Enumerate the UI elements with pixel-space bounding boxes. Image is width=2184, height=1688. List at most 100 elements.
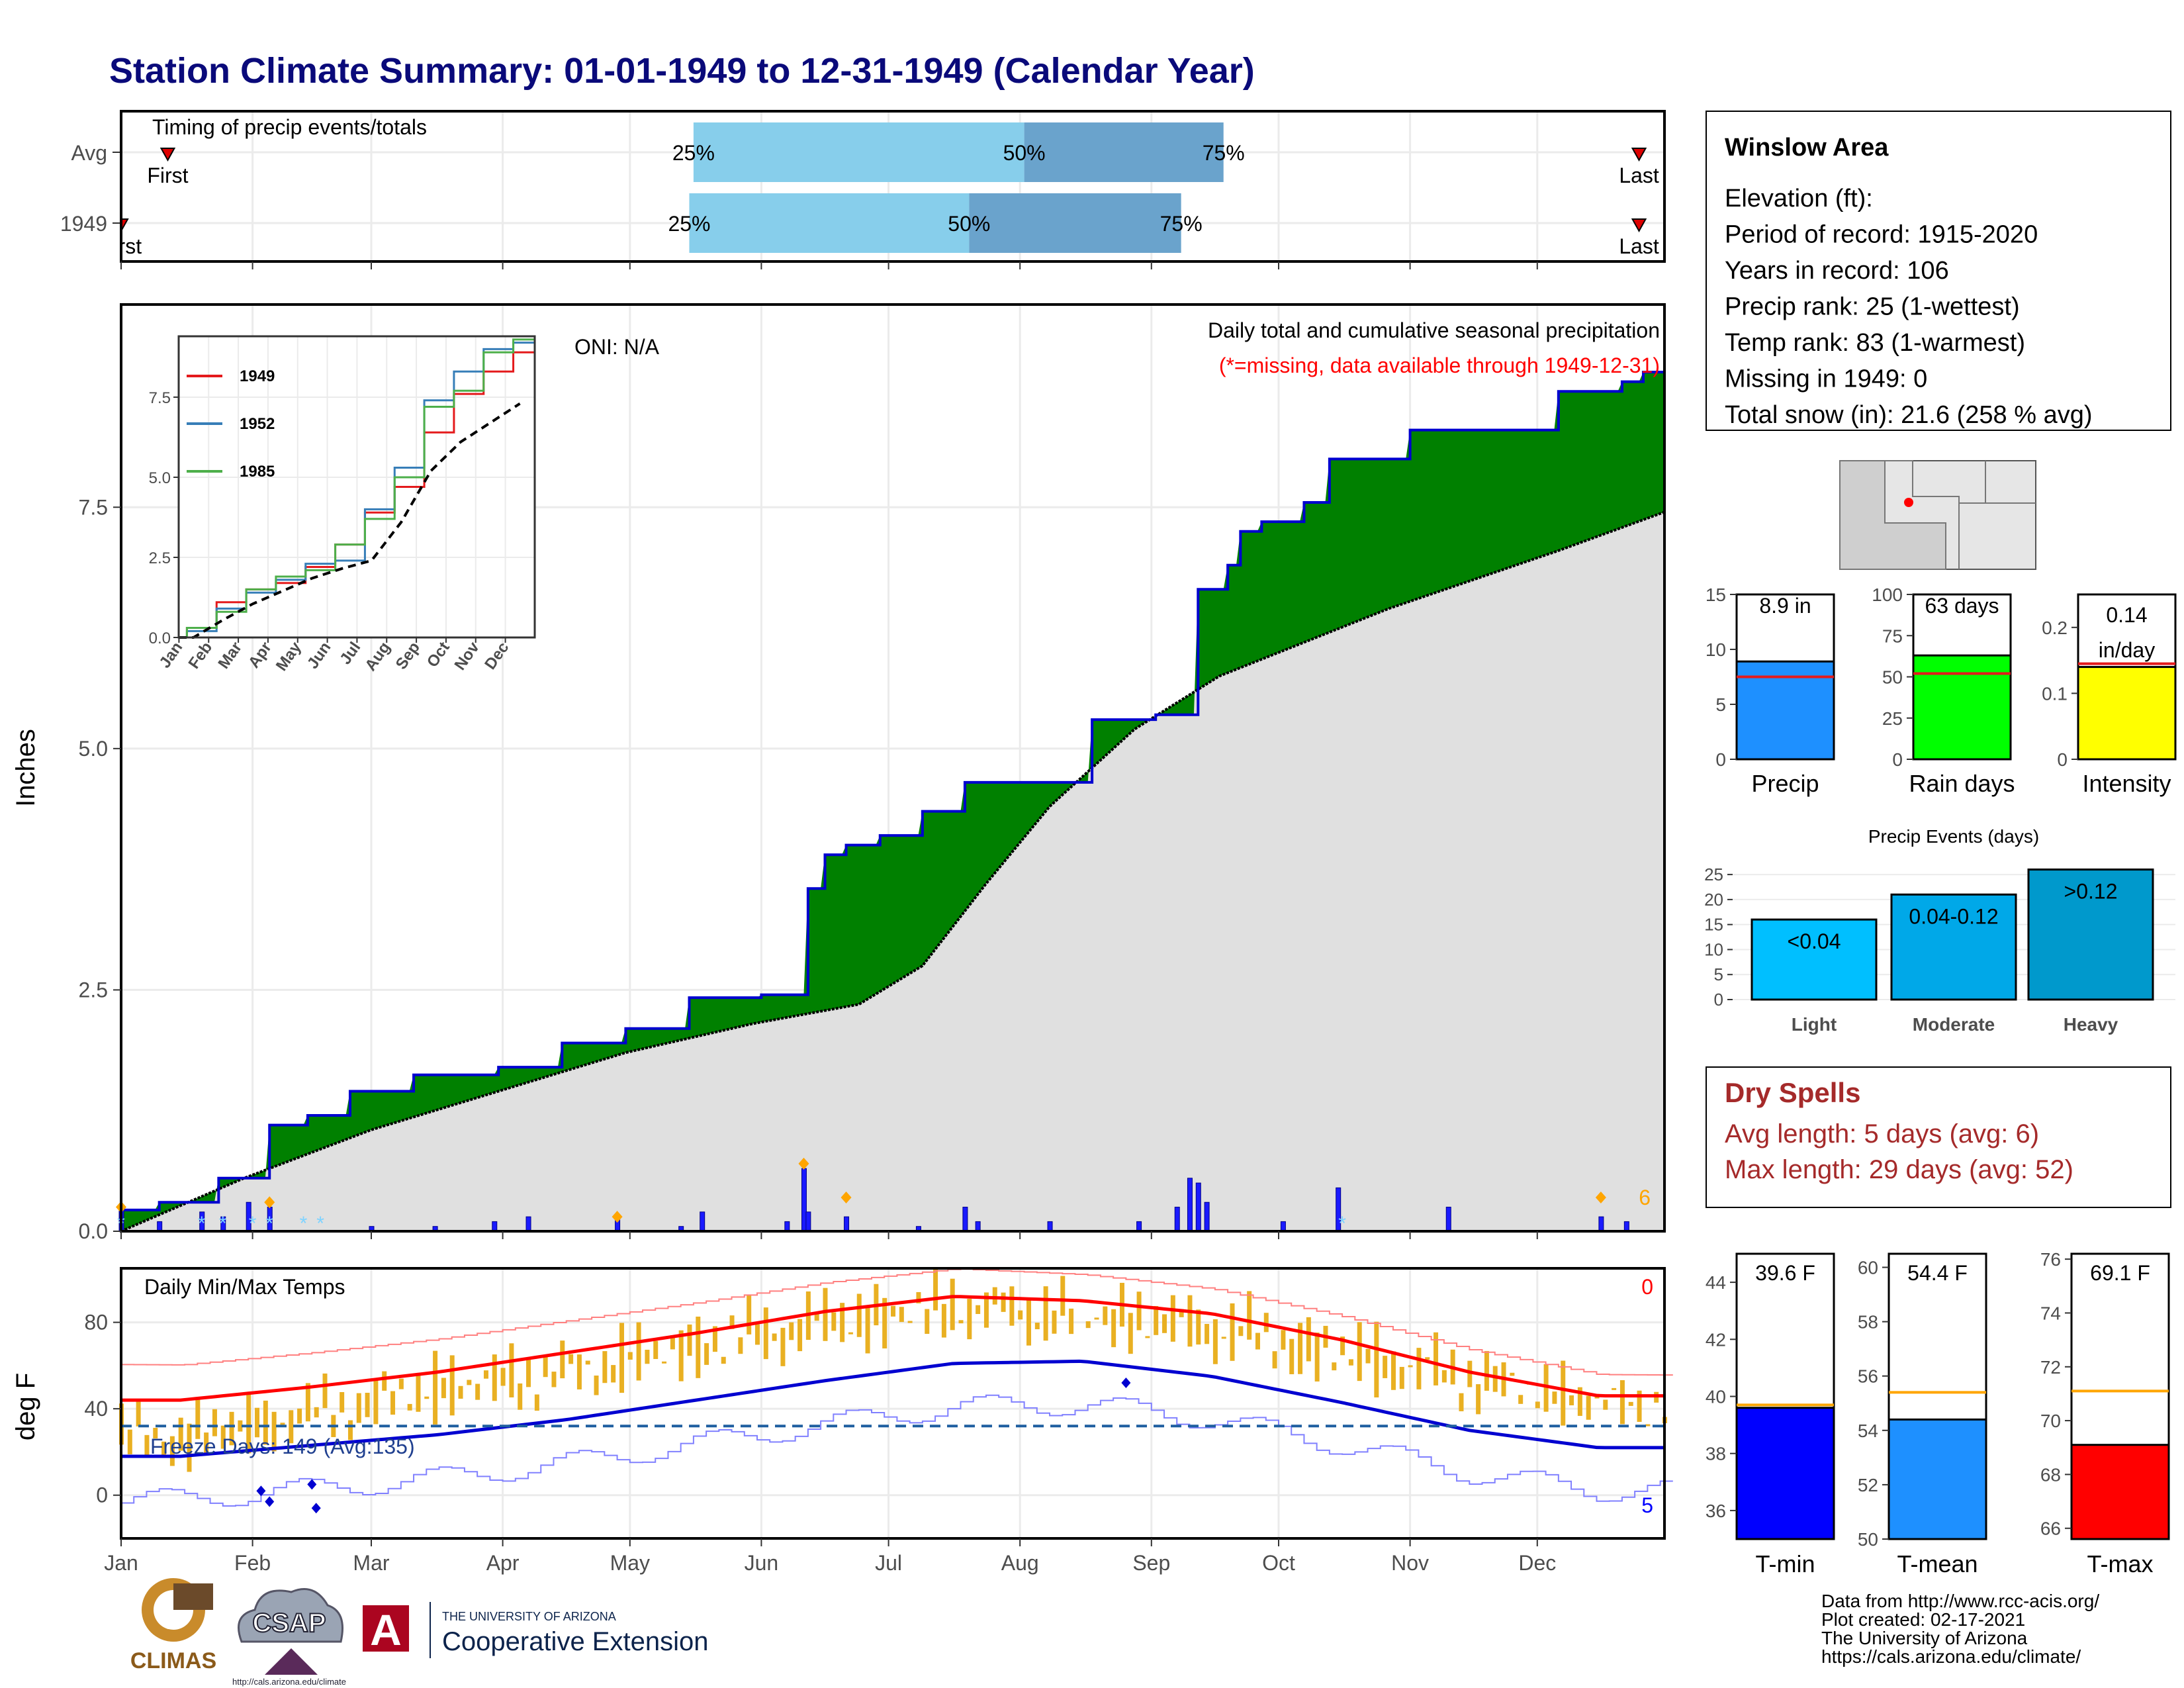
daily-precip-bar (525, 1216, 531, 1232)
trace-marker: * (198, 1213, 206, 1235)
month-label: Jan (104, 1551, 138, 1575)
mini-value-bar (1912, 654, 2012, 761)
daily-temp-bar (255, 1407, 260, 1438)
daily-temp-bar (848, 1332, 853, 1335)
month-label: Apr (486, 1551, 520, 1575)
daily-temp-bar (1001, 1292, 1006, 1312)
daily-temp-bar (653, 1340, 659, 1360)
timing-last-label: Last (1619, 164, 1659, 187)
daily-temp-bar (1357, 1322, 1362, 1382)
daily-temp-bar (1145, 1336, 1150, 1338)
tbar-value-label: 69.1 F (2090, 1261, 2150, 1285)
tbar-ytick-label: 50 (1858, 1529, 1878, 1550)
tbar-value-bar (1888, 1418, 1987, 1540)
daily-temp-bar (569, 1354, 574, 1364)
timing-row-label: Avg (71, 141, 107, 165)
timing-pct-label: 50% (948, 212, 990, 236)
events-category-label: Heavy (2064, 1014, 2118, 1035)
daily-temp-bar (1162, 1314, 1167, 1333)
daily-temp-bar (670, 1335, 675, 1350)
tbar-ytick-label: 58 (1858, 1312, 1878, 1333)
daily-precip-bar (1187, 1178, 1193, 1232)
snow-marker (264, 1196, 275, 1209)
events-ytick-label: 5 (1714, 964, 1723, 984)
daily-temp-bar (721, 1356, 726, 1364)
daily-temp-bar (322, 1373, 328, 1409)
events-category-label: Light (1792, 1014, 1837, 1035)
daily-temp-bar (1543, 1364, 1549, 1412)
mini-value-unit: in/day (2099, 638, 2155, 662)
daily-temp-bar (1187, 1295, 1193, 1347)
daily-temp-bar (1230, 1303, 1235, 1361)
daily-temp-bar (551, 1372, 557, 1387)
daily-temp-bar (458, 1385, 463, 1399)
daily-temp-bar (1441, 1370, 1447, 1383)
daily-precip-bar (157, 1221, 163, 1232)
daily-temp-bar (433, 1350, 438, 1425)
tbar-ytick-label: 36 (1706, 1501, 1726, 1521)
daily-temp-bar (687, 1324, 692, 1356)
inset-series-line (179, 338, 535, 639)
trace-marker: * (219, 1213, 227, 1235)
inset-series-line (179, 342, 535, 639)
daily-temp-bar (1247, 1291, 1252, 1340)
events-ytick-label: 10 (1704, 939, 1723, 959)
daily-temp-bar (576, 1354, 582, 1389)
tbar-ytick-label: 56 (1858, 1366, 1878, 1387)
daily-temp-bar (187, 1423, 192, 1472)
temp-y-axis-label: deg F (11, 1373, 40, 1440)
daily-precip-bar (1598, 1216, 1604, 1232)
csap-logo: CSAP http://cals.arizona.edu/climate (232, 1588, 346, 1687)
daily-temp-bar (627, 1352, 633, 1360)
daily-temp-bar (1205, 1323, 1210, 1344)
tbar-ytick-label: 66 (2040, 1519, 2061, 1539)
svg-text:A: A (370, 1605, 402, 1654)
month-label: May (610, 1551, 650, 1575)
timing-left-mask (0, 110, 121, 263)
inset-ytick-label: 2.5 (149, 549, 171, 567)
mini-ytick-label: 0 (1715, 749, 1726, 770)
record-marker (1121, 1377, 1131, 1388)
daily-temp-bar (1306, 1317, 1311, 1362)
precip-ytick-label: 0.0 (79, 1219, 108, 1243)
daily-temp-bar (271, 1411, 277, 1452)
daily-precip-bar (975, 1221, 981, 1232)
daily-temp-bar (1586, 1395, 1591, 1420)
timing-pct-label: 25% (672, 141, 715, 165)
daily-temp-bar (983, 1292, 989, 1328)
precip-ytick-label: 5.0 (79, 737, 108, 761)
daily-precip-bar (1445, 1207, 1451, 1232)
daily-temp-bar (347, 1420, 353, 1440)
daily-temp-bar (611, 1365, 616, 1383)
credit-university: The University of Arizona (1821, 1628, 2028, 1648)
daily-temp-bar (662, 1361, 667, 1364)
daily-precip-bar (1174, 1207, 1180, 1232)
daily-temp-bar (263, 1400, 268, 1445)
daily-temp-bar (178, 1417, 183, 1451)
tbar-ytick-label: 72 (2040, 1357, 2061, 1378)
precip-ytick-label: 2.5 (79, 978, 108, 1002)
daily-precip-bar (1195, 1182, 1201, 1232)
daily-temp-bar (1034, 1323, 1040, 1330)
daily-temp-bar (169, 1436, 175, 1466)
daily-temp-bar (1492, 1366, 1498, 1392)
daily-temp-bar (467, 1380, 472, 1385)
daily-temp-bar (754, 1324, 760, 1345)
missing-note: (*=missing, data available through 1949-… (1219, 353, 1660, 377)
station-name: Winslow Area (1725, 134, 1889, 162)
credit-plot-created: Plot created: 02-17-2021 (1821, 1609, 2025, 1630)
daily-temp-bar (1628, 1401, 1633, 1406)
daily-temp-bar (212, 1409, 217, 1436)
daily-temp-bar (483, 1370, 488, 1379)
daily-temp-bar (1026, 1299, 1032, 1346)
tbar-ytick-label: 40 (1706, 1387, 1726, 1407)
inset-legend-label: 1949 (240, 367, 275, 385)
mini-ytick-label: 10 (1706, 639, 1726, 660)
daily-temp-bar (814, 1311, 819, 1321)
temperature-bar-charts: 36 38 40 42 44 39.6 F T-min 50 52 54 56 58 60 54.4 F T… (1706, 1249, 2170, 1577)
timing-pct-label: 25% (668, 212, 710, 236)
mini-value-label: 8.9 in (1759, 594, 1811, 618)
station-info-line: Elevation (ft): (1725, 185, 1873, 212)
daily-temp-bar (1612, 1387, 1617, 1390)
mini-category-label: Intensity (2082, 770, 2171, 797)
